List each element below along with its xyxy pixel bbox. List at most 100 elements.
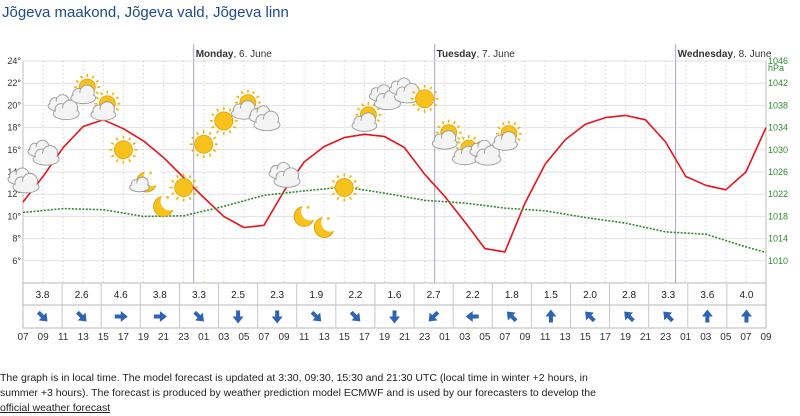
temperature-tick-label: 18°: [7, 123, 21, 133]
temperature-tick-label: 16°: [7, 145, 21, 155]
hour-label: 05: [238, 332, 250, 343]
description-text: The graph is in local time. The model fo…: [0, 372, 596, 399]
hour-label: 17: [118, 332, 130, 343]
wind-arrow-icon: [389, 310, 400, 324]
wind-speed-label: 1.8: [505, 290, 519, 301]
hour-label: 11: [540, 332, 551, 343]
pressure-tick-label: 1014: [768, 234, 788, 244]
wind-speed-label: 1.9: [309, 290, 323, 301]
hour-label: 13: [78, 332, 90, 343]
hour-label: 03: [459, 332, 471, 343]
cloudy-icon: [47, 94, 80, 121]
wind-speed-label: 2.5: [231, 290, 245, 301]
temperature-line: [22, 114, 767, 253]
wind-speed-label: 1.5: [544, 290, 558, 301]
wind-arrow-icon: [663, 311, 674, 323]
hour-label: 13: [319, 332, 331, 343]
wind-speed-label: 2.2: [348, 290, 362, 301]
wind-speed-label: 2.7: [427, 290, 441, 301]
hour-label: 01: [198, 332, 210, 343]
hour-label: 13: [560, 332, 572, 343]
pressure-tick-label: 1030: [768, 145, 788, 155]
day-label: Wednesday, 8. June: [678, 49, 772, 60]
wind-arrow-icon: [701, 309, 713, 323]
sun-icon: [109, 135, 138, 164]
day-label: Tuesday, 7. June: [437, 49, 516, 60]
wind-speed-label: 2.0: [583, 290, 597, 301]
forecast-description: The graph is in local time. The model fo…: [0, 371, 620, 416]
sun-icon: [169, 173, 198, 202]
wind-speed-label: 3.3: [192, 290, 206, 301]
wind-speed-label: 2.8: [622, 290, 636, 301]
cloudy-icon: [248, 105, 281, 132]
hour-label: 15: [98, 332, 110, 343]
hour-label: 19: [138, 332, 150, 343]
temperature-tick-label: 10°: [7, 211, 21, 221]
wind-speed-label: 4.6: [114, 290, 128, 301]
wind-speed-label: 1.6: [388, 290, 402, 301]
temperature-tick-label: 24°: [7, 56, 21, 66]
hour-label: 07: [258, 332, 270, 343]
day-label: Monday, 6. June: [196, 49, 273, 60]
cloudy-icon: [268, 161, 301, 188]
wind-arrow-icon: [114, 311, 128, 322]
hour-label: 23: [660, 332, 672, 343]
wind-arrow-icon: [76, 310, 87, 322]
wind-speed-label: 3.8: [36, 290, 50, 301]
wind-arrow-icon: [740, 309, 752, 323]
hour-label: 09: [38, 332, 50, 343]
wind-arrow-icon: [153, 311, 167, 322]
hour-label: 21: [158, 332, 170, 343]
hour-label: 21: [399, 332, 411, 343]
pressure-tick-label: 1046: [768, 56, 788, 66]
wind-speed-label: 3.8: [153, 290, 167, 301]
moon-icon: [313, 213, 340, 238]
wind-speed-label: 2.6: [75, 290, 89, 301]
wind-arrow-icon: [428, 310, 440, 322]
official-forecast-link[interactable]: official weather forecast: [0, 402, 111, 414]
cloudy-icon: [389, 77, 421, 104]
hour-label: 19: [379, 332, 391, 343]
cloudy-icon: [27, 139, 60, 166]
hour-label: 19: [620, 332, 632, 343]
hour-label: 07: [499, 332, 511, 343]
pressure-unit-label: hPa: [768, 63, 784, 73]
hour-label: 23: [178, 332, 190, 343]
pressure-tick-label: 1042: [768, 78, 788, 88]
hour-label: 01: [680, 332, 692, 343]
partly-cloudy-sun-icon: [70, 74, 101, 105]
wind-speed-label: 3.3: [661, 290, 675, 301]
hour-label: 01: [439, 332, 451, 343]
wind-arrow-icon: [232, 310, 244, 324]
wind-arrow-icon: [271, 310, 283, 324]
hour-label: 23: [419, 332, 431, 343]
hour-label: 07: [740, 332, 752, 343]
wind-arrow-icon: [624, 311, 635, 323]
temperature-tick-label: 22°: [7, 78, 21, 88]
partly-cloudy-sun-icon: [431, 119, 462, 150]
hour-label: 05: [720, 332, 732, 343]
sun-icon: [410, 84, 439, 113]
moon-icon: [293, 202, 320, 227]
wind-arrow-icon: [36, 310, 48, 322]
wind-arrow-icon: [310, 310, 322, 322]
temperature-tick-label: 20°: [7, 100, 21, 110]
sun-icon: [189, 130, 218, 159]
hour-label: 15: [580, 332, 592, 343]
hour-label: 15: [339, 332, 351, 343]
pressure-tick-label: 1038: [768, 100, 788, 110]
hour-label: 07: [17, 332, 29, 343]
pressure-tick-label: 1010: [768, 256, 788, 266]
forecast-chart: 6°8°10°12°14°16°18°20°22°24°101010141018…: [7, 44, 788, 343]
pressure-tick-label: 1034: [768, 123, 788, 133]
pressure-tick-label: 1026: [768, 167, 788, 177]
wind-arrow-icon: [585, 311, 596, 323]
partly-cloudy-moon-icon: [129, 167, 162, 193]
hour-label: 05: [479, 332, 491, 343]
hour-label: 17: [359, 332, 371, 343]
wind-arrow-icon: [545, 309, 557, 323]
wind-speed-label: 2.2: [466, 290, 480, 301]
partly-cloudy-sun-icon: [90, 90, 121, 121]
hour-label: 03: [218, 332, 230, 343]
partly-cloudy-sun-icon: [492, 120, 522, 151]
